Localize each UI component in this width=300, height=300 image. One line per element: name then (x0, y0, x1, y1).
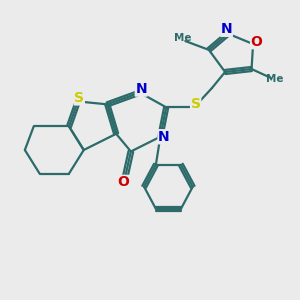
Text: S: S (74, 91, 84, 105)
Text: N: N (158, 130, 170, 144)
Text: Me: Me (174, 33, 191, 43)
Text: N: N (221, 22, 232, 36)
Text: O: O (118, 176, 129, 189)
Text: Me: Me (266, 74, 284, 84)
Text: O: O (251, 34, 262, 49)
Text: S: S (190, 97, 201, 111)
Text: N: N (135, 82, 147, 96)
